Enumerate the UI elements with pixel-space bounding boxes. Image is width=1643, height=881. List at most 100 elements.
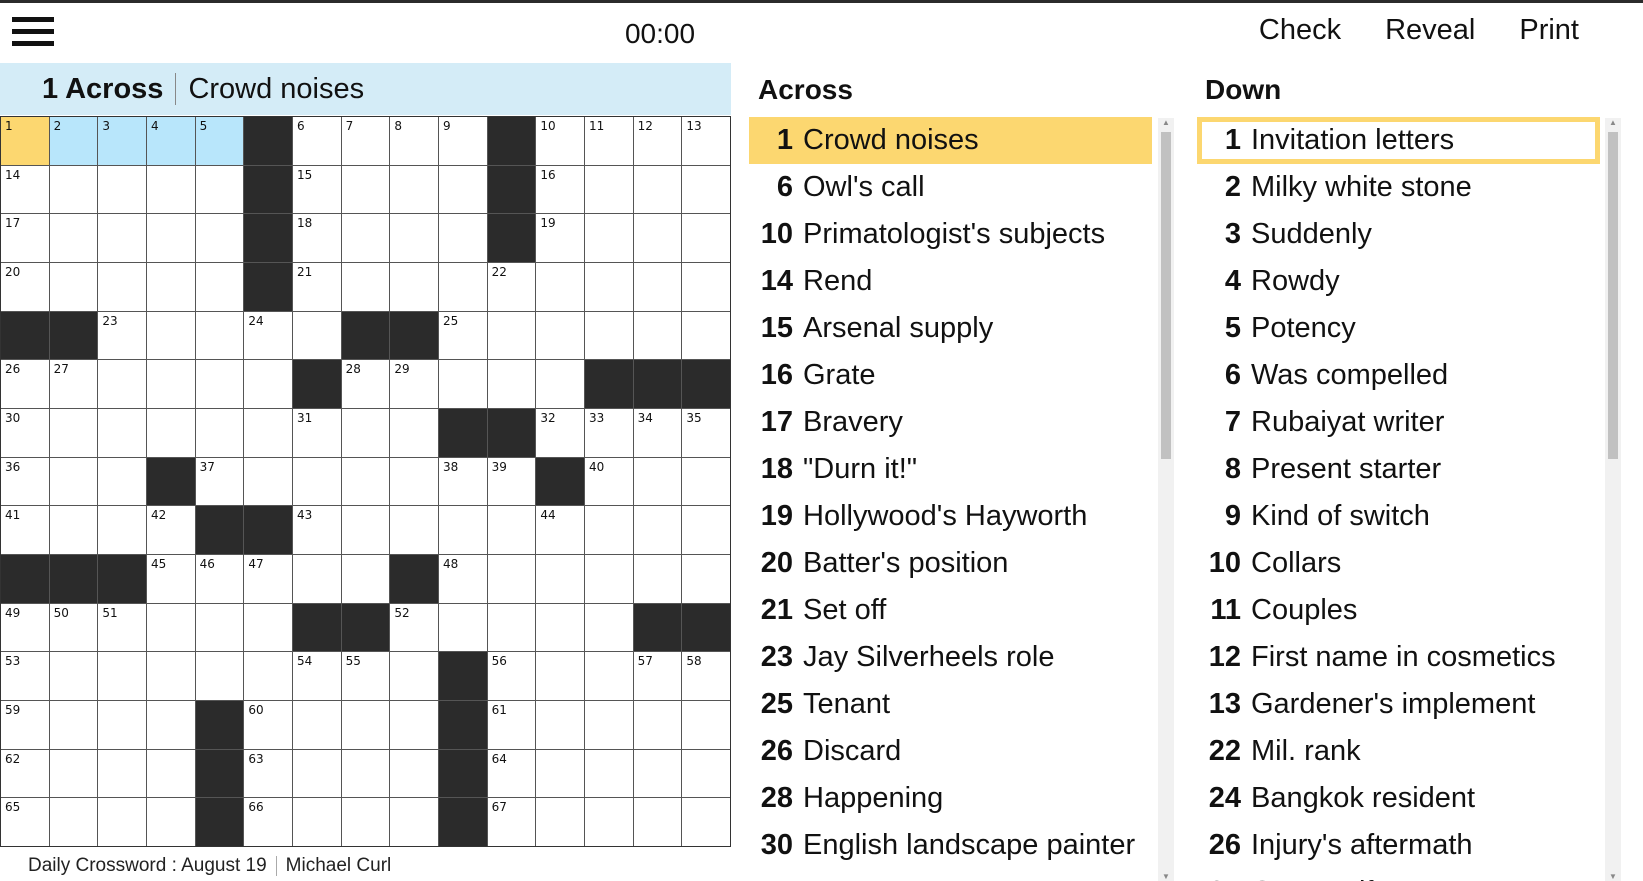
grid-cell[interactable] <box>98 701 146 749</box>
grid-cell[interactable] <box>390 263 438 311</box>
across-clue-item[interactable]: 18 "Durn it!" <box>749 446 1152 493</box>
grid-cell[interactable]: 62 <box>1 749 49 798</box>
grid-cell[interactable] <box>98 214 146 262</box>
grid-cell[interactable] <box>341 457 390 506</box>
grid-cell[interactable] <box>487 506 536 554</box>
grid-cell[interactable]: 60 <box>244 701 292 749</box>
grid-cell[interactable] <box>682 457 730 506</box>
grid-cell[interactable] <box>49 457 98 506</box>
grid-cell[interactable] <box>244 603 292 652</box>
down-clue-item[interactable]: 27 Gray wolf <box>1197 869 1600 881</box>
grid-cell[interactable] <box>195 311 244 360</box>
grid-cell[interactable] <box>195 652 244 700</box>
grid-cell[interactable]: 18 <box>293 214 341 262</box>
grid-cell[interactable] <box>147 652 195 700</box>
grid-cell[interactable]: 45 <box>147 555 195 603</box>
grid-cell[interactable] <box>536 749 584 798</box>
grid-cell[interactable] <box>585 165 633 214</box>
grid-cell[interactable]: 1 <box>1 117 49 165</box>
grid-cell[interactable] <box>293 555 341 603</box>
grid-cell[interactable] <box>682 506 730 554</box>
grid-cell[interactable] <box>147 798 195 846</box>
grid-cell[interactable] <box>195 409 244 457</box>
grid-cell[interactable] <box>49 798 98 846</box>
grid-cell[interactable] <box>147 263 195 311</box>
grid-cell[interactable]: 42 <box>147 506 195 554</box>
grid-cell[interactable] <box>633 798 682 846</box>
down-clue-item[interactable]: 4 Rowdy <box>1197 258 1600 305</box>
grid-cell[interactable] <box>536 701 584 749</box>
grid-cell[interactable]: 43 <box>293 506 341 554</box>
down-clue-item[interactable]: 13 Gardener's implement <box>1197 681 1600 728</box>
across-clue-item[interactable]: 6 Owl's call <box>749 164 1152 211</box>
grid-cell[interactable] <box>585 701 633 749</box>
grid-cell[interactable] <box>536 311 584 360</box>
grid-cell[interactable]: 15 <box>293 165 341 214</box>
grid-cell[interactable]: 14 <box>1 165 49 214</box>
grid-cell[interactable]: 26 <box>1 360 49 408</box>
grid-cell[interactable] <box>633 701 682 749</box>
down-clue-item[interactable]: 7 Rubaiyat writer <box>1197 399 1600 446</box>
grid-cell[interactable]: 56 <box>487 652 536 700</box>
across-clue-item[interactable]: 15 Arsenal supply <box>749 305 1152 352</box>
crossword-grid[interactable]: 1 2 3 4 5 6 7 8 9 10 11 12 13 14 15 16 17 18 19 20 21 22 23 24 2… <box>0 116 731 847</box>
grid-cell[interactable]: 17 <box>1 214 49 262</box>
grid-cell[interactable]: 32 <box>536 409 584 457</box>
grid-cell[interactable] <box>390 409 438 457</box>
grid-cell[interactable] <box>390 506 438 554</box>
grid-cell[interactable]: 67 <box>487 798 536 846</box>
grid-cell[interactable] <box>487 603 536 652</box>
grid-cell[interactable] <box>536 603 584 652</box>
grid-cell[interactable]: 11 <box>585 117 633 165</box>
grid-cell[interactable] <box>682 311 730 360</box>
down-clue-item[interactable]: 1 Invitation letters <box>1197 117 1600 164</box>
grid-cell[interactable] <box>49 652 98 700</box>
across-clue-item[interactable]: 20 Batter's position <box>749 540 1152 587</box>
across-scrollbar[interactable]: ▲ ▼ <box>1158 118 1174 881</box>
grid-cell[interactable] <box>585 555 633 603</box>
grid-cell[interactable]: 21 <box>293 263 341 311</box>
grid-cell[interactable] <box>293 798 341 846</box>
grid-cell[interactable] <box>244 652 292 700</box>
grid-cell[interactable]: 25 <box>439 311 487 360</box>
grid-cell[interactable] <box>585 603 633 652</box>
grid-cell[interactable]: 9 <box>439 117 487 165</box>
grid-cell[interactable]: 2 <box>49 117 98 165</box>
grid-cell[interactable] <box>147 311 195 360</box>
grid-cell[interactable]: 58 <box>682 652 730 700</box>
grid-cell[interactable] <box>341 749 390 798</box>
grid-cell[interactable] <box>147 214 195 262</box>
grid-cell[interactable]: 4 <box>147 117 195 165</box>
grid-cell[interactable]: 47 <box>244 555 292 603</box>
grid-cell[interactable] <box>244 360 292 408</box>
grid-cell[interactable] <box>585 506 633 554</box>
grid-cell[interactable]: 39 <box>487 457 536 506</box>
grid-cell[interactable]: 13 <box>682 117 730 165</box>
grid-cell[interactable]: 57 <box>633 652 682 700</box>
grid-cell[interactable]: 48 <box>439 555 487 603</box>
grid-cell[interactable] <box>585 214 633 262</box>
grid-cell[interactable] <box>439 165 487 214</box>
grid-cell[interactable] <box>98 409 146 457</box>
grid-cell[interactable] <box>98 798 146 846</box>
grid-cell[interactable] <box>147 701 195 749</box>
grid-cell[interactable]: 44 <box>536 506 584 554</box>
hamburger-menu-icon[interactable] <box>12 17 54 47</box>
grid-cell[interactable] <box>633 311 682 360</box>
grid-cell[interactable]: 34 <box>633 409 682 457</box>
grid-cell[interactable]: 20 <box>1 263 49 311</box>
across-clue-item[interactable]: 30 English landscape painter <box>749 822 1152 869</box>
grid-cell[interactable]: 30 <box>1 409 49 457</box>
down-clue-item[interactable]: 11 Couples <box>1197 587 1600 634</box>
grid-cell[interactable] <box>390 457 438 506</box>
grid-cell[interactable] <box>585 749 633 798</box>
grid-cell[interactable] <box>390 701 438 749</box>
grid-cell[interactable]: 55 <box>341 652 390 700</box>
grid-cell[interactable]: 33 <box>585 409 633 457</box>
grid-cell[interactable]: 64 <box>487 749 536 798</box>
grid-cell[interactable] <box>49 749 98 798</box>
grid-cell[interactable]: 36 <box>1 457 49 506</box>
grid-cell[interactable] <box>487 360 536 408</box>
grid-cell[interactable] <box>682 165 730 214</box>
grid-cell[interactable] <box>49 165 98 214</box>
